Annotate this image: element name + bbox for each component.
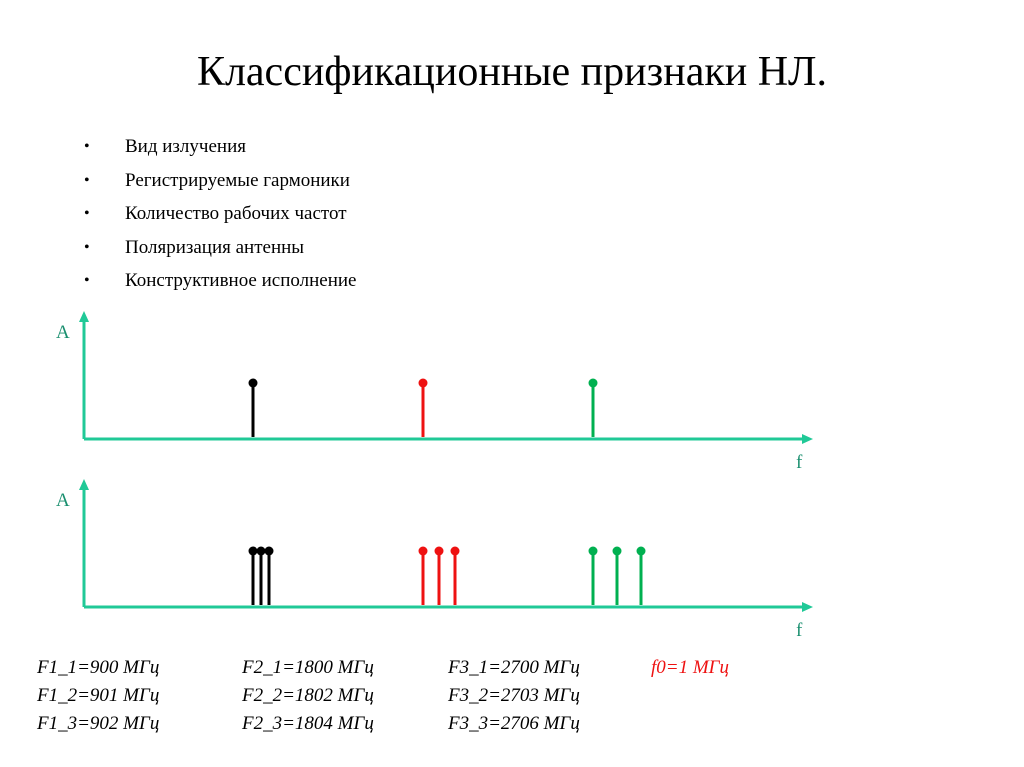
y-axis-label: A xyxy=(56,322,70,343)
bullet-icon: • xyxy=(84,238,90,256)
list-item: • Регистрируемые гармоники xyxy=(84,164,357,198)
list-item: • Вид излучения xyxy=(84,130,357,164)
axes xyxy=(79,311,813,444)
stem-dot xyxy=(588,546,598,556)
x-axis-label: f xyxy=(796,620,803,641)
stem-dot xyxy=(264,546,274,556)
bullet-icon: • xyxy=(84,138,90,155)
stems xyxy=(248,378,598,437)
stem-dot xyxy=(612,546,622,556)
y-axis-arrow-icon xyxy=(79,479,89,490)
stem-dot xyxy=(588,378,598,388)
bullet-icon: • xyxy=(84,272,90,289)
freq-column-f2: F2_1=1800 МГц F2_2=1802 МГц F2_3=1804 МГ… xyxy=(242,657,374,734)
y-axis-label: A xyxy=(56,490,70,511)
spectrum-chart-single: A f xyxy=(0,300,1024,480)
stem-dot xyxy=(418,546,428,556)
y-axis-arrow-icon xyxy=(79,311,89,322)
x-axis-label: f xyxy=(796,452,803,473)
x-axis-arrow-icon xyxy=(802,434,813,444)
list-item: • Конструктивное исполнение xyxy=(84,264,357,298)
stem-dot xyxy=(434,546,444,556)
chart-canvas: A f xyxy=(56,311,813,473)
stem-dot xyxy=(636,546,646,556)
feature-list: • Вид излучения • Регистрируемые гармоники… xyxy=(84,130,357,298)
chart-canvas: A f xyxy=(56,479,813,641)
stems xyxy=(248,546,646,605)
stem-dot xyxy=(450,546,460,556)
slide-title: Классификационные признаки НЛ. xyxy=(196,49,828,95)
freq-column-f1: F1_1=900 МГц F1_2=901 МГц F1_3=902 МГц xyxy=(37,657,160,734)
list-item: • Количество рабочих частот xyxy=(84,197,357,231)
bullet-icon: • xyxy=(84,171,90,189)
axes xyxy=(79,479,813,612)
freq-column-f3: F3_1=2700 МГц F3_2=2703 МГц F3_3=2706 МГ… xyxy=(448,657,580,734)
stem-dot xyxy=(248,378,258,388)
stem-dot xyxy=(248,546,258,556)
x-axis-arrow-icon xyxy=(802,602,813,612)
stem-dot xyxy=(418,378,428,388)
bullet-icon: • xyxy=(84,205,90,222)
f0-label: f0=1 МГц xyxy=(651,657,729,678)
list-item: • Поляризация антенны xyxy=(84,231,357,265)
spectrum-chart-multi: A f xyxy=(0,468,1024,648)
stem-dot xyxy=(256,546,266,556)
